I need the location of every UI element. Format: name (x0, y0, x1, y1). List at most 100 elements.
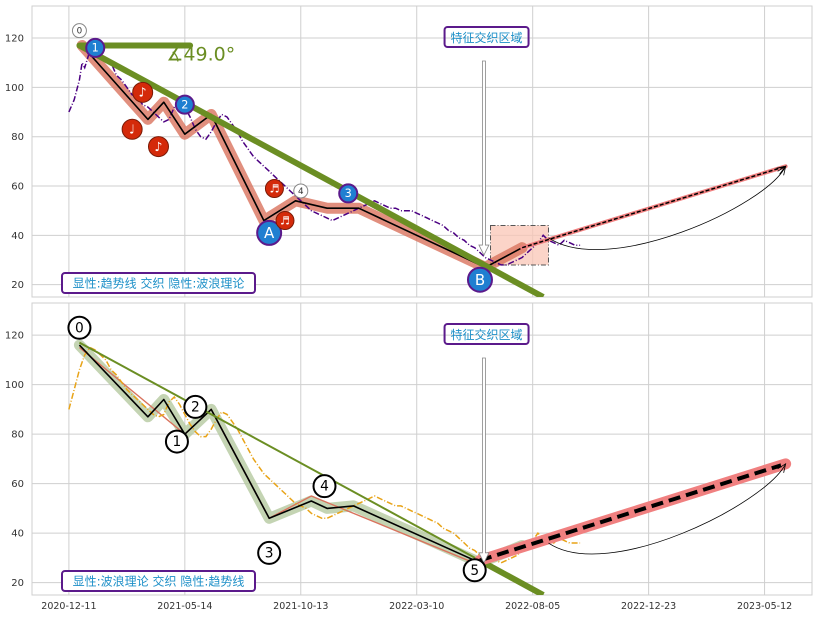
marker-circle (132, 81, 154, 103)
x-tick-label: 2023-05-12 (737, 601, 792, 612)
projection-arc (548, 166, 787, 250)
y-tick-label: 100 (5, 83, 24, 94)
marker-circle (164, 429, 189, 454)
marker-circle (121, 118, 143, 140)
signal-type-border (61, 570, 256, 592)
marker-circle (147, 136, 169, 158)
y-tick-label: 40 (11, 529, 24, 540)
interleave-region-label: 特征交织区域 (443, 26, 530, 48)
y-tick-label: 100 (5, 380, 24, 391)
marker-label: A (264, 224, 275, 242)
marker-circle (174, 94, 195, 115)
signal-type-text: 显性:波浪理论 交织 隐性:趋势线 (73, 574, 245, 589)
wave-line (78, 344, 523, 564)
plot-layer: 01 ♪ ♩ ♪ 2 A ♬ ♬ 4 3 B ∡49.0° (68, 23, 788, 297)
wave-marker: 3 (257, 540, 282, 565)
wave-marker: 4 (312, 474, 337, 499)
interleave-region-label: 特征交织区域 (443, 323, 530, 345)
plot-frame (31, 5, 813, 298)
wave-marker: 3 (338, 183, 359, 204)
price-series-line (68, 44, 581, 266)
forecast-line (521, 165, 786, 249)
x-tick-label: 2022-12-23 (621, 601, 676, 612)
marker-circle (293, 183, 309, 199)
projection-arc-arrowhead (777, 463, 787, 473)
wave-marker: 1 (85, 37, 106, 58)
y-tick-label: 40 (11, 231, 24, 242)
x-tick-label: 2022-08-05 (505, 601, 560, 612)
x-tick-label: 2022-03-10 (389, 601, 444, 612)
y-tick-label: 80 (11, 132, 24, 143)
wave-marker: A (256, 219, 283, 246)
marker-circle (256, 219, 283, 246)
marker-circle (462, 558, 487, 583)
marker-label: B (475, 271, 485, 289)
x-tick-label: 2021-05-14 (157, 601, 212, 612)
y-tick-label: 80 (11, 430, 24, 441)
marker-circle (257, 540, 282, 565)
x-axis: 2020-12-11 2021-05-14 2021-10-13 2022-03-10… (41, 601, 792, 612)
marker-circle (71, 23, 87, 39)
y-tick-label: 120 (5, 331, 24, 342)
marker-circle (85, 37, 106, 58)
marker-label: ♬ (269, 182, 279, 195)
marker-label: 2 (191, 400, 200, 416)
wave-marker: ♪ (132, 81, 154, 103)
interleave-region-border (443, 26, 530, 48)
marker-circle (275, 211, 295, 231)
marker-label: 1 (92, 42, 99, 55)
trend-line (78, 341, 544, 595)
wave-marker: ♬ (275, 211, 295, 231)
interleave-region-text: 特征交织区域 (451, 327, 523, 342)
pointer-arrow (478, 357, 490, 564)
marker-circle (67, 315, 92, 340)
marker-circle (466, 266, 493, 293)
marker-label: 2 (181, 98, 188, 111)
wave-marker: ♩ (121, 118, 143, 140)
marker-label: 0 (75, 320, 84, 336)
wave-marker: 4 (293, 183, 309, 199)
wave-marker: 2 (183, 394, 208, 419)
marker-label: 4 (320, 479, 329, 495)
marker-label: ♩ (129, 122, 135, 137)
wave-line (81, 44, 523, 269)
interleave-region-text: 特征交织区域 (451, 30, 523, 45)
signal-type-text: 显性:趋势线 交织 隐性:波浪理论 (73, 276, 245, 291)
marker-label: ♪ (154, 139, 162, 154)
marker-label: 5 (470, 563, 479, 579)
top-chart-panel: 20 40 60 80 100 120 01 ♪ ♩ ♪ 2 A ♬ ♬ 4 3 B ∡49.0° 特征交织区域显性… (5, 5, 813, 298)
wave-marker: 2 (174, 94, 195, 115)
x-tick-label: 2021-10-13 (273, 601, 328, 612)
marker-circle (312, 474, 337, 499)
wave-marker: 1 (164, 429, 189, 454)
wave-marker: 0 (67, 315, 92, 340)
marker-label: 1 (173, 434, 182, 450)
wave-marker: 0 (71, 23, 87, 39)
trend-line-thick-end (481, 559, 545, 595)
y-tick-label: 20 (11, 280, 24, 291)
marker-circle (264, 178, 284, 198)
trend-angle-label: ∡49.0° (166, 43, 235, 65)
wave-marker: 5 (462, 558, 487, 583)
marker-label: 3 (345, 187, 352, 200)
marker-label: 4 (298, 187, 304, 197)
projection-arc-arrowhead (777, 165, 787, 176)
pointer-arrow (478, 60, 490, 256)
signal-type-border (61, 272, 256, 294)
wave-marker: ♬ (264, 178, 284, 198)
marker-label: ♪ (139, 85, 147, 100)
wave-marker: ♪ (147, 136, 169, 158)
forecast-band (474, 458, 792, 566)
signal-type-label: 显性:趋势线 交织 隐性:波浪理论 (61, 272, 256, 294)
plot-layer: 0 1 2 3 4 5 (67, 315, 792, 595)
plot-frame (31, 302, 813, 596)
signal-type-label: 显性:波浪理论 交织 隐性:趋势线 (61, 570, 256, 592)
marker-label: 0 (77, 27, 83, 37)
x-tick-label: 2020-12-11 (41, 601, 96, 612)
projection-arc (548, 463, 787, 555)
marker-circle (338, 183, 359, 204)
y-tick-label: 120 (5, 34, 24, 45)
